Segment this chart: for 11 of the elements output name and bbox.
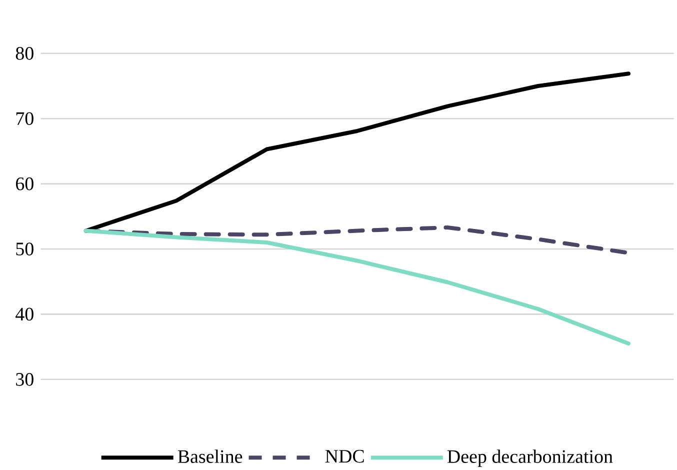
y-tick-label: 80 bbox=[16, 47, 34, 60]
y-tick-label: 50 bbox=[16, 242, 34, 256]
legend-label: Deep decarbonization bbox=[447, 450, 613, 468]
line-series bbox=[84, 228, 630, 346]
y-tick-label: 40 bbox=[16, 308, 34, 321]
y-tick-label: 70 bbox=[16, 112, 34, 126]
legend-label: Baseline bbox=[178, 450, 242, 464]
y-tick-label: 30 bbox=[16, 373, 34, 386]
legend-label: NDC bbox=[325, 450, 364, 463]
line-series bbox=[84, 72, 630, 233]
y-tick-label: 60 bbox=[16, 178, 34, 190]
